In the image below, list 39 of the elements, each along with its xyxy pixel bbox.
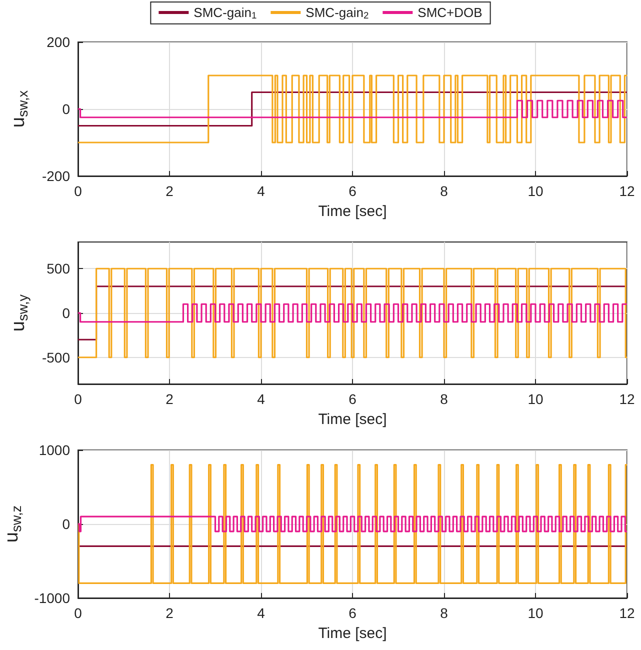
y-axis-title: usw,x	[8, 90, 30, 128]
x-tick-label: 8	[440, 183, 448, 199]
y-tick-label: 1000	[38, 442, 70, 458]
x-tick-label: 12	[619, 605, 635, 621]
legend-label: SMC-gain2	[306, 5, 369, 20]
x-tick-label: 4	[257, 605, 266, 621]
y-tick-label: 200	[46, 34, 70, 50]
x-tick-label: 8	[440, 391, 448, 407]
y-tick-label: -200	[42, 168, 70, 184]
x-tick-label: 10	[528, 183, 544, 199]
x-tick-label: 10	[528, 605, 544, 621]
x-tick-label: 4	[257, 391, 266, 407]
x-axis-title: Time [sec]	[318, 203, 387, 220]
y-axis-title: usw,y	[8, 294, 30, 332]
y-tick-label: -500	[42, 349, 70, 366]
x-tick-label: 12	[619, 183, 635, 199]
y-tick-label: 0	[62, 305, 70, 321]
x-tick-label: 2	[166, 391, 174, 407]
x-tick-label: 2	[166, 183, 174, 199]
x-axis-title: Time [sec]	[318, 411, 387, 428]
x-tick-label: 6	[348, 605, 357, 621]
x-tick-label: 8	[440, 605, 448, 621]
y-tick-label: 0	[62, 101, 70, 117]
y-axis-title: usw,z	[2, 505, 24, 543]
y-tick-label: 500	[46, 260, 70, 277]
x-axis-title: Time [sec]	[318, 625, 387, 642]
x-tick-label: 6	[348, 391, 357, 407]
x-tick-label: 2	[166, 605, 174, 621]
legend-label: SMC-gain1	[194, 5, 257, 20]
x-tick-label: 12	[619, 391, 635, 407]
y-tick-label: -1000	[34, 590, 70, 606]
x-tick-label: 0	[74, 391, 82, 407]
x-tick-label: 10	[528, 391, 544, 407]
x-tick-label: 6	[348, 183, 357, 199]
legend-label: SMC+DOB	[418, 5, 482, 20]
x-tick-label: 0	[74, 183, 82, 199]
x-tick-label: 0	[74, 605, 82, 621]
y-tick-label: 0	[62, 516, 70, 532]
x-tick-label: 4	[257, 183, 266, 199]
